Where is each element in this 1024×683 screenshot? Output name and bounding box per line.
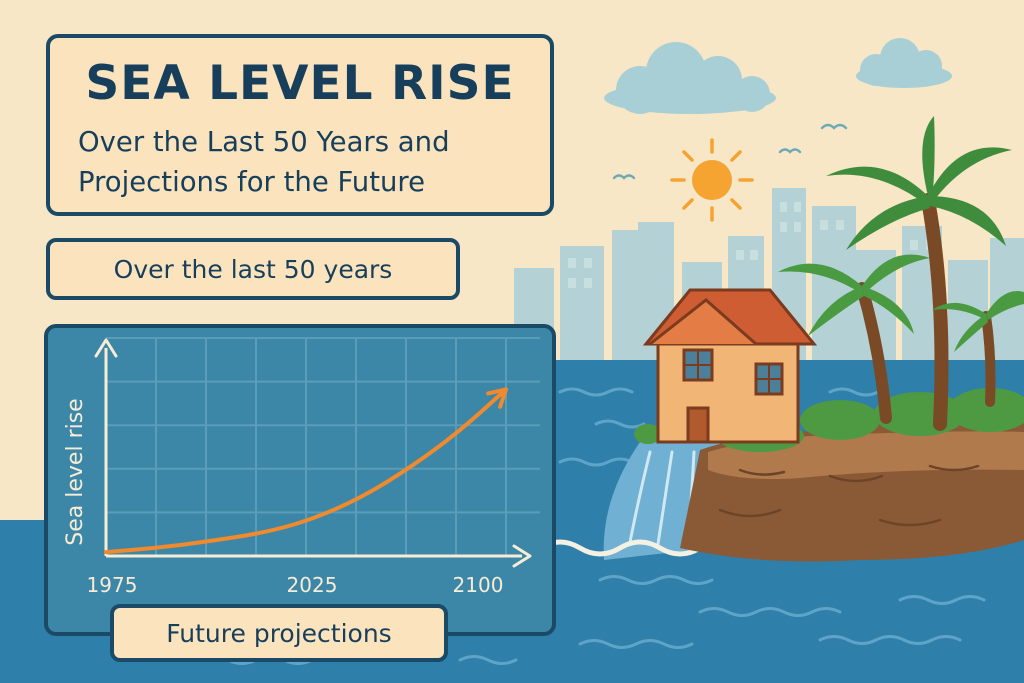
title-box: SEA LEVEL RISE Over the Last 50 Years an… (46, 34, 554, 216)
label-last-50-years: Over the last 50 years (46, 238, 460, 300)
sun-icon (670, 138, 754, 222)
house-icon (642, 288, 818, 444)
label-future-projections: Future projections (110, 604, 448, 662)
chart-grid (106, 337, 540, 556)
bird-icon (612, 123, 848, 180)
y-axis-label: Sea level rise (63, 398, 88, 545)
page-subtitle: Over the Last 50 Years and Projections f… (78, 122, 548, 202)
subtitle-line: Over the Last 50 Years and (78, 126, 450, 158)
palm-tree-icon (778, 254, 930, 424)
series-line (104, 387, 508, 555)
x-tick-label: 2100 (453, 573, 504, 597)
chart-series (104, 387, 508, 555)
page-title: SEA LEVEL RISE (85, 56, 515, 111)
series-arrow-icon (486, 387, 508, 409)
subtitle-line: Projections for the Future (78, 166, 426, 198)
cloud-icon (604, 42, 776, 114)
x-axis-arrow-icon (512, 544, 532, 568)
y-axis-arrow-icon (94, 338, 118, 358)
chart-axes (94, 338, 532, 568)
x-tick-label: 1975 (87, 573, 138, 597)
palm-tree-icon (932, 290, 1024, 407)
cloud-icon (856, 38, 952, 88)
x-tick-label: 2025 (287, 573, 338, 597)
chart-ticks: 1975 2025 2100 (87, 573, 504, 597)
